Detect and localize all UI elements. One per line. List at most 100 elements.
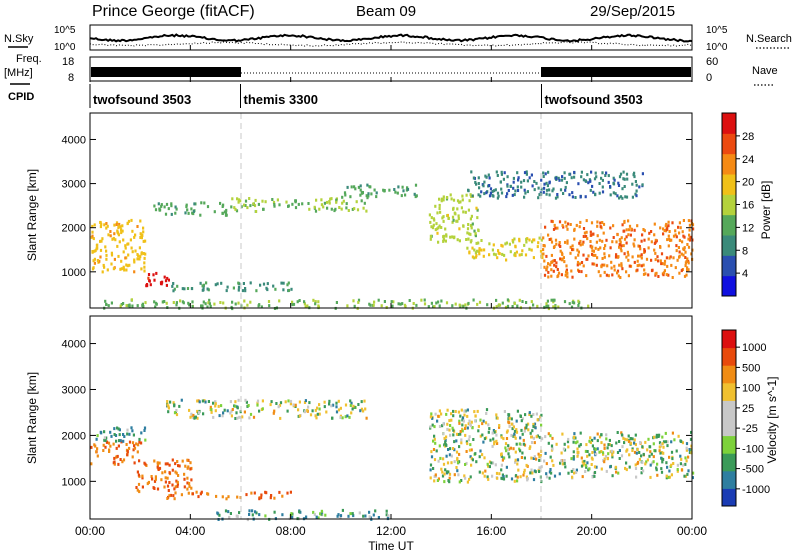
velocity-marks-cell xyxy=(507,417,510,421)
power-marks-cell xyxy=(343,191,347,195)
power-marks-cell xyxy=(273,204,276,208)
velocity-marks-cell xyxy=(578,444,581,448)
power-marks-cell xyxy=(482,254,485,258)
power-marks-cell xyxy=(113,223,116,227)
power-marks-cell xyxy=(114,238,117,242)
velocity-marks-cell xyxy=(230,409,233,413)
velocity-marks-cell xyxy=(555,442,558,446)
power-marks-cell xyxy=(133,235,136,239)
velocity-marks-cell xyxy=(621,445,624,449)
velocity-marks-cell xyxy=(335,410,339,414)
velocity-marks-cell xyxy=(212,401,215,405)
power-marks-cell xyxy=(154,208,158,212)
velocity-marks-cell xyxy=(260,493,263,497)
power-marks-cell xyxy=(120,259,123,263)
velocity-marks-cell xyxy=(221,414,224,418)
velocity-marks-cell xyxy=(431,416,434,420)
velocity-marks-cell xyxy=(656,473,659,477)
velocity-marks-cell xyxy=(261,399,264,403)
power-marks-cell xyxy=(249,281,252,285)
power-marks-cell xyxy=(624,195,627,199)
velocity-marks-cell xyxy=(220,404,223,408)
power-marks-cell xyxy=(353,304,356,308)
velocity-marks-cell xyxy=(430,450,433,454)
velocity-marks-cell xyxy=(680,440,683,443)
power-marks-cell xyxy=(208,298,211,302)
velocity-marks-cell xyxy=(337,408,341,412)
velocity-marks-cell xyxy=(158,461,161,465)
power-marks-cell xyxy=(272,284,275,288)
freq-tick-bottom: 8 xyxy=(68,72,74,84)
power-marks-cell xyxy=(546,265,549,269)
power-marks-cell xyxy=(291,303,294,307)
power-marks-cell xyxy=(501,252,504,256)
power-marks-cell xyxy=(596,234,599,238)
velocity-marks-cell xyxy=(688,451,691,454)
velocity-marks-cell xyxy=(248,513,251,516)
velocity-marks-cell xyxy=(349,399,352,403)
velocity-marks-cell xyxy=(217,512,220,516)
power-marks-cell xyxy=(141,303,144,307)
power-marks-cell xyxy=(375,195,378,199)
power-marks-cell xyxy=(687,245,691,249)
velocity-marks-cell xyxy=(351,407,354,411)
velocity-marks-cell xyxy=(348,415,351,419)
power-marks-cell xyxy=(566,239,569,243)
power-marks-cell xyxy=(469,217,472,221)
velocity-marks-cell xyxy=(685,448,688,452)
velocity-marks-cell xyxy=(472,438,475,441)
power-marks-cell xyxy=(163,275,166,279)
velocity-marks-cell xyxy=(223,408,226,412)
power-marks-cell xyxy=(496,174,499,177)
power-marks-cell xyxy=(365,194,368,198)
power-marks-cell xyxy=(636,268,639,272)
power-marks-cell xyxy=(554,238,558,242)
velocity-marks-cell xyxy=(254,510,257,514)
x-tick-label-1: 04:00 xyxy=(175,524,205,538)
power-marks-cell xyxy=(532,238,535,242)
power-marks-cell xyxy=(592,249,595,253)
power-marks-cell xyxy=(296,300,299,304)
velocity-marks-cell xyxy=(652,442,655,446)
power-cb-swatch-2 xyxy=(722,235,736,256)
power-marks-cell xyxy=(107,304,110,308)
velocity-marks-cell xyxy=(530,414,533,418)
velocity-marks-cell xyxy=(328,402,331,406)
velocity-marks-cell xyxy=(454,410,457,413)
power-marks-cell xyxy=(594,246,597,250)
power-marks-cell xyxy=(594,192,597,196)
velocity-marks-cell xyxy=(453,473,456,477)
velocity-marks-cell xyxy=(314,408,317,412)
velocity-marks-cell xyxy=(460,441,463,445)
velocity-marks-cell xyxy=(106,440,109,444)
velocity-marks-cell xyxy=(176,460,179,463)
velocity-marks-cell xyxy=(523,456,526,460)
velocity-marks-cell xyxy=(483,437,486,441)
velocity-marks-cell xyxy=(298,510,301,514)
velocity-marks-cell xyxy=(469,475,472,479)
velocity-marks-cell xyxy=(167,410,170,414)
power-marks-cell xyxy=(561,253,564,256)
power-marks-cell xyxy=(287,204,290,208)
power-marks-cell xyxy=(547,170,550,174)
power-marks-cell xyxy=(488,184,491,187)
power-marks-cell xyxy=(627,228,631,232)
power-marks-cell xyxy=(456,238,459,242)
freq-block-2 xyxy=(541,67,691,77)
power-marks-cell xyxy=(91,234,94,238)
power-marks-cell xyxy=(601,239,604,243)
power-marks-cell xyxy=(355,200,358,204)
velocity-marks-cell xyxy=(204,400,207,404)
power-marks-cell xyxy=(631,195,634,199)
power-marks-cell xyxy=(545,305,548,308)
velocity-marks-cell xyxy=(126,453,129,457)
velocity-marks-cell xyxy=(304,399,307,403)
velocity-marks-cell xyxy=(429,468,432,472)
velocity-marks-cell xyxy=(618,457,621,460)
power-marks-cell xyxy=(589,244,592,248)
power-marks-cell xyxy=(516,304,519,308)
power-marks-cell xyxy=(456,207,459,211)
cpid-label-2: twofsound 3503 xyxy=(545,92,643,107)
power-marks-cell xyxy=(632,242,635,246)
power-marks-cell xyxy=(406,186,409,190)
